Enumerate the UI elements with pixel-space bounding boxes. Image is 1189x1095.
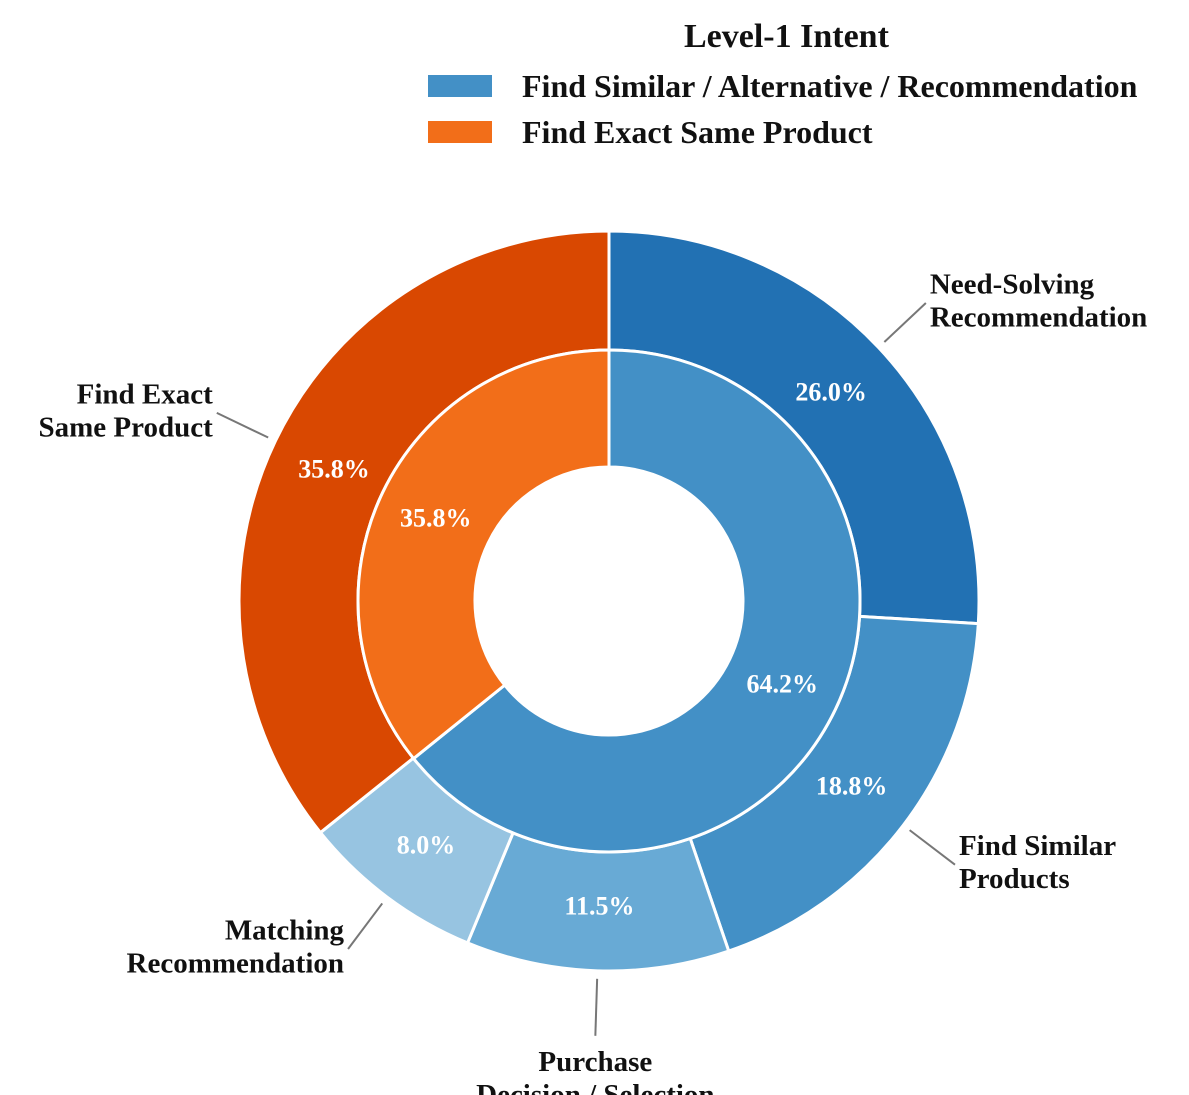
legend-item-find-similar: Find Similar / Alternative / Recommendat… [428, 66, 1137, 106]
leader-line-purchase-decision-selection [594, 978, 599, 1036]
outer-value-label-matching-recommendation: 8.0% [397, 831, 456, 860]
legend-swatch-find-exact [428, 121, 492, 143]
outer-value-label-need-solving-recommendation: 26.0% [795, 378, 867, 407]
leader-line-find-similar-products [909, 829, 956, 866]
inner-value-label-find-exact-same-product: 35.8% [400, 504, 472, 533]
leader-line-matching-recommendation [347, 902, 384, 950]
legend-item-find-exact: Find Exact Same Product [428, 112, 873, 152]
category-label-matching-recommendation: Matching Recommendation [127, 915, 345, 980]
inner-slice-find-exact-same-product [356, 348, 611, 761]
legend-title: Level-1 Intent [684, 18, 889, 55]
category-label-find-similar-products: Find Similar Products [959, 830, 1116, 895]
outer-value-label-purchase-decision-selection: 11.5% [564, 891, 634, 920]
legend-swatch-find-similar [428, 75, 492, 97]
outer-value-label-find-exact-same-product: 35.8% [298, 455, 370, 484]
legend-label-find-similar: Find Similar / Alternative / Recommendat… [522, 67, 1138, 104]
category-label-need-solving-recommendation: Need-Solving Recommendation [930, 268, 1147, 333]
category-label-find-exact-same-product: Find Exact Same Product [39, 378, 214, 443]
outer-value-label-find-similar-products: 18.8% [816, 771, 888, 800]
inner-value-label-find-similar-alternative-recommendation: 64.2% [746, 669, 818, 698]
legend-label-find-exact: Find Exact Same Product [522, 113, 873, 150]
category-label-purchase-decision-selection: Purchase Decision / Selection [476, 1046, 714, 1095]
inner-slice-find-similar-alternative-recommendation [412, 348, 862, 854]
leader-line-need-solving-recommendation [883, 302, 927, 343]
leader-line-find-exact-same-product [216, 411, 269, 439]
